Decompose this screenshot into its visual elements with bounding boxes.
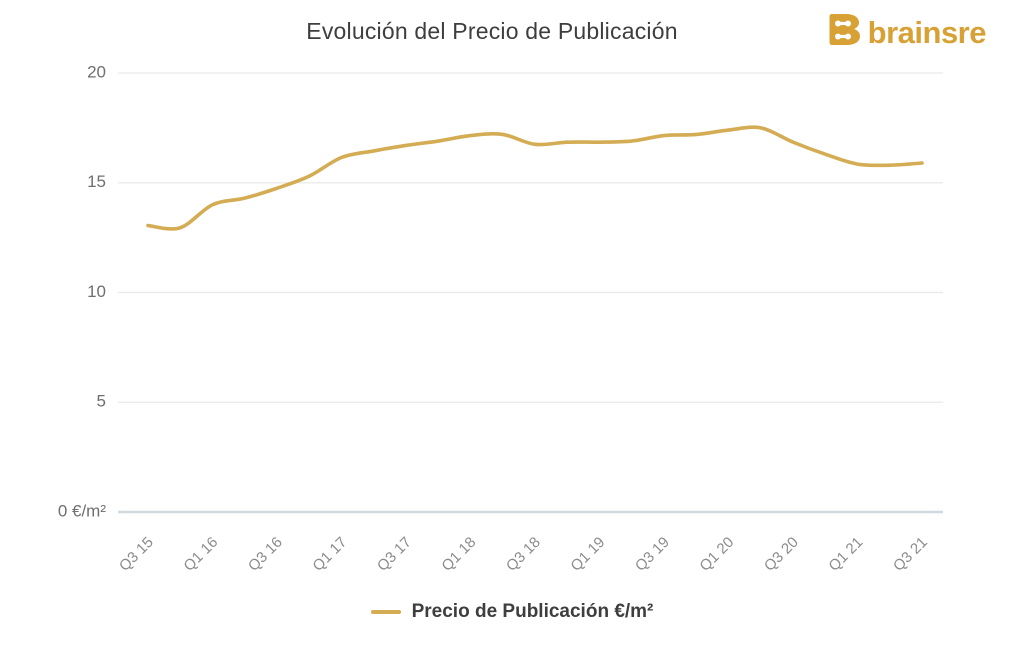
brand-wordmark: brainsre bbox=[867, 15, 987, 50]
x-tick-label: Q1 20 bbox=[696, 534, 737, 575]
legend-line-marker bbox=[370, 610, 401, 614]
x-tick-label: Q3 19 bbox=[632, 534, 673, 575]
x-tick-label: Q3 16 bbox=[245, 534, 286, 575]
x-tick-label: Q3 15 bbox=[116, 534, 157, 575]
x-tick-label: Q3 21 bbox=[890, 534, 931, 575]
chart-title: Evolución del Precio de Publicación bbox=[306, 18, 678, 44]
chart-area: 0 €/m² 5 10 15 20 Q3 15 Q1 16 Q3 16 Q1 17 Q3 17 Q1… bbox=[58, 62, 943, 575]
price-series-line bbox=[146, 125, 924, 231]
x-tick-label: Q3 18 bbox=[503, 534, 544, 575]
x-tick-label: Q1 19 bbox=[567, 534, 608, 575]
legend-item-precio[interactable]: Precio de Publicación €/m² bbox=[370, 601, 654, 623]
y-tick-label: 10 bbox=[87, 282, 106, 301]
y-tick-label: 15 bbox=[87, 172, 106, 191]
x-tick-label: Q3 20 bbox=[761, 534, 802, 575]
y-tick-label: 5 bbox=[97, 392, 106, 411]
legend-label: Precio de Publicación €/m² bbox=[411, 601, 654, 622]
x-tick-label: Q1 17 bbox=[309, 534, 350, 575]
x-tick-label: Q1 18 bbox=[438, 534, 479, 575]
x-tick-label: Q1 21 bbox=[825, 534, 866, 575]
x-tick-label: Q1 16 bbox=[180, 534, 221, 575]
y-tick-label: 0 €/m² bbox=[58, 501, 107, 520]
x-tick-label: Q3 17 bbox=[374, 534, 415, 575]
y-tick-label: 20 bbox=[87, 62, 106, 81]
brainsre-block-b-icon bbox=[828, 12, 862, 53]
price-evolution-line-chart: 0 €/m² 5 10 15 20 Q3 15 Q1 16 Q3 16 Q1 17 Q3 17 Q1… bbox=[58, 62, 943, 575]
chart-legend: Precio de Publicación €/m² bbox=[0, 601, 1024, 623]
brand-logo: brainsre bbox=[828, 12, 987, 53]
